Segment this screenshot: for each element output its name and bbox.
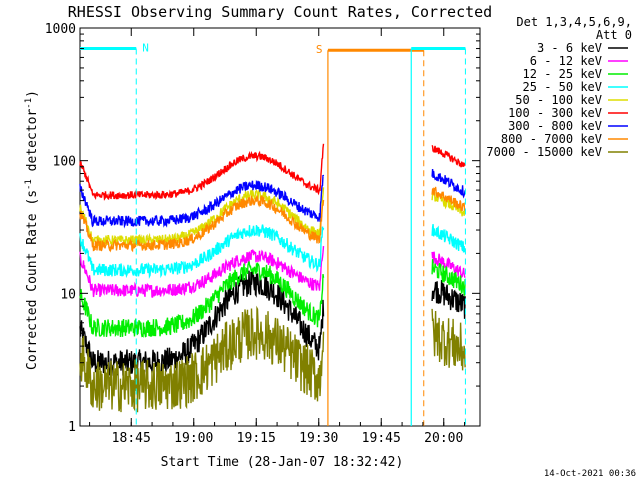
series-line-3 [79, 223, 466, 280]
footer-date: 14-Oct-2021 00:36 [544, 469, 636, 479]
y-axis-label-main: Corrected Count Rate (s [25, 190, 40, 370]
x-tick-label-1: 19:00 [174, 431, 213, 446]
x-tick-label-4: 19:45 [362, 431, 401, 446]
legend-label-3: 25 - 50 keV [523, 80, 602, 94]
legend-label-8: 7000 - 15000 keV [486, 145, 602, 159]
series-line-1 [79, 246, 466, 298]
y-tick-label-1: 10 [60, 287, 76, 302]
legend-label-1: 6 - 12 keV [530, 54, 602, 68]
series-line-2 [79, 259, 466, 338]
y-tick-label-2: 100 [53, 155, 76, 170]
series-layer [79, 143, 466, 413]
series-line-0 [79, 270, 466, 376]
y-axis-label-mid: detector [25, 109, 40, 180]
y-axis-label-end: ) [25, 90, 40, 98]
legend-label-4: 50 - 100 keV [515, 93, 602, 107]
chart-title: RHESSI Observing Summary Count Rates, Co… [68, 3, 492, 21]
y-axis-label-sup1: -1 [24, 179, 34, 190]
marker-label-1: S [316, 43, 323, 56]
legend-label-6: 300 - 800 keV [508, 119, 602, 133]
series-line-5 [79, 143, 466, 201]
y-tick-label-3: 1000 [45, 22, 76, 37]
x-tick-label-3: 19:30 [299, 431, 338, 446]
x-tick-label-2: 19:15 [237, 431, 276, 446]
plot-frame [79, 27, 481, 427]
series-line-7 [79, 186, 466, 253]
legend-header-line2: Att 0 [596, 28, 632, 42]
series-line-6 [79, 168, 466, 229]
series-line-8 [79, 305, 466, 413]
x-axis-label: Start Time (28-Jan-07 18:32:42) [161, 455, 404, 470]
legend-header-line1: Det 1,3,4,5,6,9, [516, 15, 632, 29]
x-tick-label-5: 20:00 [424, 431, 463, 446]
legend-label-0: 3 - 6 keV [537, 41, 602, 55]
legend-label-5: 100 - 300 keV [508, 106, 602, 120]
marker-label-0: N [142, 42, 149, 55]
y-axis-label-sup2: -1 [24, 98, 34, 109]
x-tick-label-0: 18:45 [112, 431, 151, 446]
tick-layer: 18:45 19:00 19:15 19:30 19:45 20:00 1 10 100 1000 [45, 22, 480, 446]
y-tick-label-0: 1 [68, 420, 76, 435]
y-axis-label: Corrected Count Rate (s-1 detector-1) [24, 90, 40, 370]
legend-label-2: 12 - 25 keV [523, 67, 602, 81]
legend-label-7: 800 - 7000 keV [501, 132, 602, 146]
